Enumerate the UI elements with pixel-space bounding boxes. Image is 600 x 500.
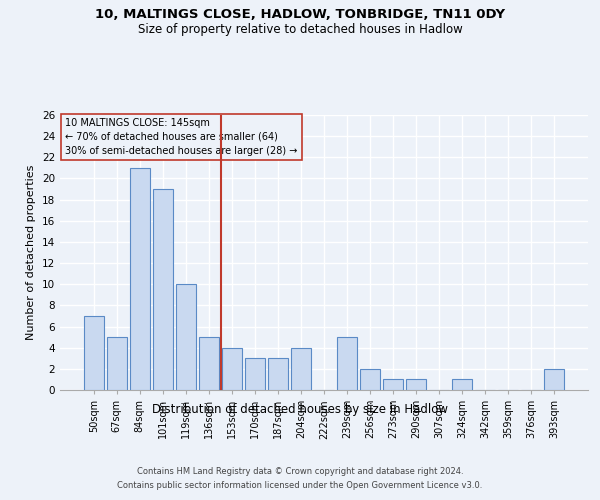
Text: Contains public sector information licensed under the Open Government Licence v3: Contains public sector information licen…	[118, 481, 482, 490]
Bar	[544, 369, 564, 390]
Text: 10, MALTINGS CLOSE, HADLOW, TONBRIDGE, TN11 0DY: 10, MALTINGS CLOSE, HADLOW, TONBRIDGE, T…	[95, 8, 505, 20]
Bar	[222, 348, 242, 390]
Bar	[360, 369, 380, 390]
Y-axis label: Number of detached properties: Number of detached properties	[26, 165, 37, 340]
Text: Size of property relative to detached houses in Hadlow: Size of property relative to detached ho…	[137, 22, 463, 36]
Bar	[199, 337, 218, 390]
Bar	[176, 284, 196, 390]
Text: 10 MALTINGS CLOSE: 145sqm
← 70% of detached houses are smaller (64)
30% of semi-: 10 MALTINGS CLOSE: 145sqm ← 70% of detac…	[65, 118, 298, 156]
Text: Contains HM Land Registry data © Crown copyright and database right 2024.: Contains HM Land Registry data © Crown c…	[137, 468, 463, 476]
Bar	[153, 189, 173, 390]
Bar	[383, 380, 403, 390]
Bar	[84, 316, 104, 390]
Bar	[291, 348, 311, 390]
Bar	[337, 337, 357, 390]
Bar	[268, 358, 288, 390]
Bar	[130, 168, 149, 390]
Bar	[107, 337, 127, 390]
Bar	[245, 358, 265, 390]
Text: Distribution of detached houses by size in Hadlow: Distribution of detached houses by size …	[152, 402, 448, 415]
Bar	[452, 380, 472, 390]
Bar	[406, 380, 426, 390]
